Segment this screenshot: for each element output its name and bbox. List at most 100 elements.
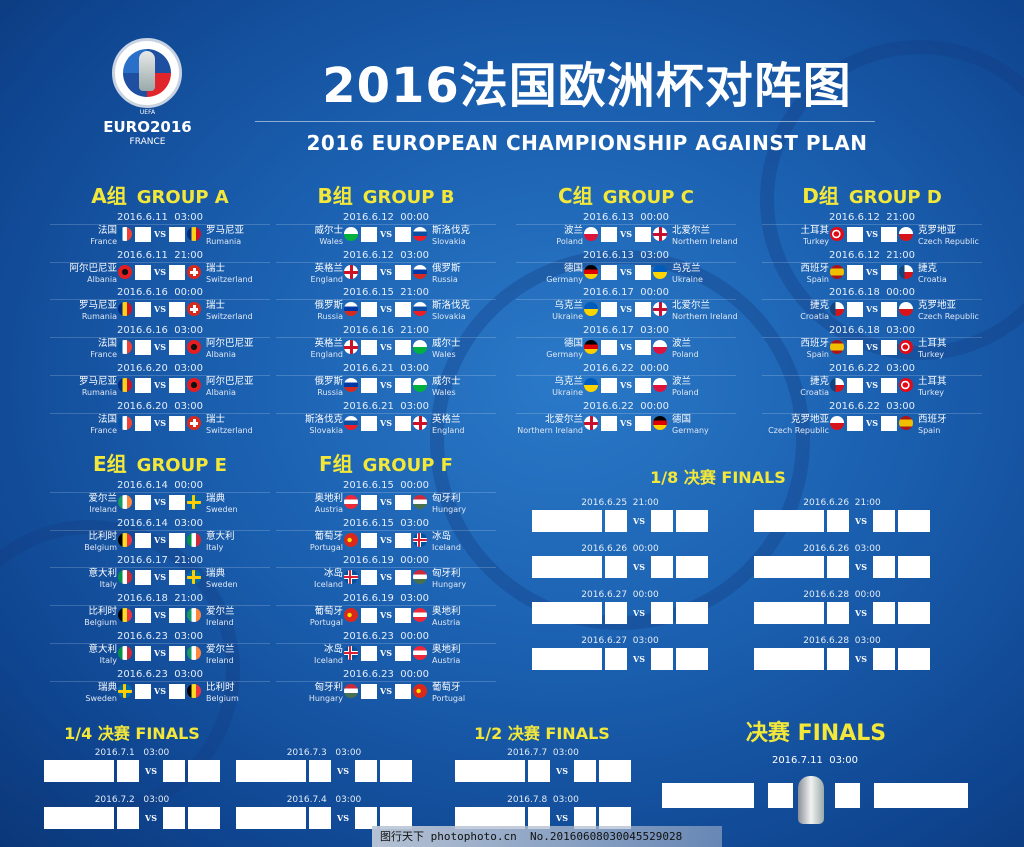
away-score-box[interactable] — [395, 495, 411, 510]
away-team-box[interactable] — [599, 760, 631, 782]
away-score-box[interactable] — [395, 378, 411, 393]
home-score-box[interactable] — [601, 378, 617, 393]
away-score-box[interactable] — [355, 760, 377, 782]
home-score-box[interactable] — [135, 495, 151, 510]
away-score-box[interactable] — [169, 302, 185, 317]
away-score-box[interactable] — [651, 556, 673, 578]
final-away-team-box[interactable] — [874, 783, 968, 808]
home-score-box[interactable] — [135, 570, 151, 585]
away-score-box[interactable] — [395, 265, 411, 280]
home-score-box[interactable] — [135, 340, 151, 355]
home-score-box[interactable] — [135, 265, 151, 280]
away-team-box[interactable] — [188, 760, 220, 782]
away-score-box[interactable] — [881, 227, 897, 242]
away-team-box[interactable] — [898, 648, 930, 670]
away-score-box[interactable] — [169, 227, 185, 242]
home-score-box[interactable] — [601, 265, 617, 280]
away-score-box[interactable] — [169, 570, 185, 585]
away-score-box[interactable] — [395, 302, 411, 317]
away-score-box[interactable] — [873, 556, 895, 578]
home-team-box[interactable] — [455, 807, 525, 829]
away-team-box[interactable] — [898, 602, 930, 624]
away-score-box[interactable] — [881, 378, 897, 393]
final-home-score-box[interactable] — [768, 783, 793, 808]
home-score-box[interactable] — [361, 608, 377, 623]
away-score-box[interactable] — [395, 608, 411, 623]
away-score-box[interactable] — [169, 416, 185, 431]
away-score-box[interactable] — [169, 340, 185, 355]
away-score-box[interactable] — [635, 378, 651, 393]
home-score-box[interactable] — [361, 684, 377, 699]
home-team-box[interactable] — [44, 807, 114, 829]
home-score-box[interactable] — [827, 510, 849, 532]
away-score-box[interactable] — [881, 340, 897, 355]
home-team-box[interactable] — [44, 760, 114, 782]
away-score-box[interactable] — [395, 570, 411, 585]
away-score-box[interactable] — [163, 807, 185, 829]
home-score-box[interactable] — [601, 227, 617, 242]
away-team-box[interactable] — [676, 648, 708, 670]
home-score-box[interactable] — [361, 340, 377, 355]
home-score-box[interactable] — [601, 340, 617, 355]
home-score-box[interactable] — [847, 265, 863, 280]
home-score-box[interactable] — [827, 556, 849, 578]
home-score-box[interactable] — [309, 807, 331, 829]
away-score-box[interactable] — [355, 807, 377, 829]
away-score-box[interactable] — [651, 602, 673, 624]
home-score-box[interactable] — [605, 556, 627, 578]
away-score-box[interactable] — [574, 760, 596, 782]
home-score-box[interactable] — [135, 302, 151, 317]
home-team-box[interactable] — [754, 556, 824, 578]
home-score-box[interactable] — [361, 570, 377, 585]
away-score-box[interactable] — [635, 265, 651, 280]
away-score-box[interactable] — [635, 227, 651, 242]
home-score-box[interactable] — [827, 602, 849, 624]
home-team-box[interactable] — [236, 807, 306, 829]
away-score-box[interactable] — [395, 227, 411, 242]
home-team-box[interactable] — [532, 648, 602, 670]
home-score-box[interactable] — [361, 265, 377, 280]
away-score-box[interactable] — [873, 510, 895, 532]
away-score-box[interactable] — [635, 302, 651, 317]
home-score-box[interactable] — [847, 302, 863, 317]
home-team-box[interactable] — [532, 556, 602, 578]
away-team-box[interactable] — [380, 760, 412, 782]
home-team-box[interactable] — [236, 760, 306, 782]
away-team-box[interactable] — [676, 602, 708, 624]
home-team-box[interactable] — [455, 760, 525, 782]
away-team-box[interactable] — [898, 510, 930, 532]
away-score-box[interactable] — [574, 807, 596, 829]
home-score-box[interactable] — [135, 533, 151, 548]
home-score-box[interactable] — [361, 533, 377, 548]
home-score-box[interactable] — [827, 648, 849, 670]
home-score-box[interactable] — [361, 495, 377, 510]
home-team-box[interactable] — [754, 648, 824, 670]
away-score-box[interactable] — [169, 378, 185, 393]
home-score-box[interactable] — [135, 378, 151, 393]
final-away-score-box[interactable] — [835, 783, 860, 808]
away-score-box[interactable] — [395, 340, 411, 355]
home-score-box[interactable] — [135, 646, 151, 661]
home-team-box[interactable] — [754, 602, 824, 624]
away-score-box[interactable] — [163, 760, 185, 782]
home-score-box[interactable] — [528, 760, 550, 782]
home-score-box[interactable] — [847, 378, 863, 393]
home-score-box[interactable] — [361, 302, 377, 317]
home-score-box[interactable] — [605, 648, 627, 670]
away-score-box[interactable] — [873, 648, 895, 670]
away-score-box[interactable] — [169, 495, 185, 510]
away-score-box[interactable] — [169, 265, 185, 280]
home-score-box[interactable] — [135, 684, 151, 699]
away-score-box[interactable] — [395, 646, 411, 661]
away-score-box[interactable] — [635, 340, 651, 355]
away-team-box[interactable] — [599, 807, 631, 829]
home-team-box[interactable] — [754, 510, 824, 532]
home-score-box[interactable] — [847, 340, 863, 355]
home-team-box[interactable] — [532, 510, 602, 532]
home-score-box[interactable] — [605, 602, 627, 624]
home-score-box[interactable] — [135, 227, 151, 242]
home-score-box[interactable] — [361, 416, 377, 431]
home-score-box[interactable] — [135, 416, 151, 431]
home-score-box[interactable] — [117, 807, 139, 829]
home-score-box[interactable] — [601, 416, 617, 431]
